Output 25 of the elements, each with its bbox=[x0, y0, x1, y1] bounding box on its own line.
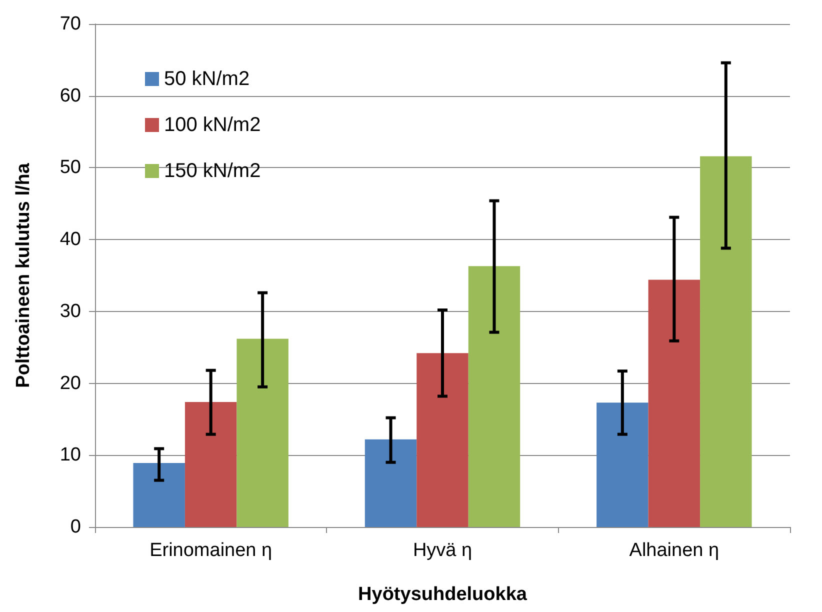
bar bbox=[648, 280, 700, 527]
x-tick-label: Hyvä η bbox=[412, 540, 472, 561]
bar bbox=[700, 156, 752, 527]
y-tick-label: 0 bbox=[70, 516, 81, 538]
y-tick-label: 40 bbox=[60, 229, 81, 250]
y-tick-label: 50 bbox=[60, 157, 81, 178]
bar bbox=[416, 353, 468, 527]
x-axis-title: Hyötysuhdeluokka bbox=[358, 584, 528, 605]
bar bbox=[468, 266, 520, 527]
bar bbox=[596, 402, 648, 527]
y-tick-label: 70 bbox=[60, 14, 81, 34]
x-tick-label: Erinomainen η bbox=[150, 540, 272, 561]
legend-label: 100 kN/m2 bbox=[164, 114, 261, 136]
y-tick-label: 10 bbox=[60, 444, 81, 466]
y-tick-label: 20 bbox=[60, 372, 81, 394]
legend-label: 50 kN/m2 bbox=[164, 68, 250, 90]
y-axis-title: Polttoaineen kulutus l/ha bbox=[13, 162, 34, 388]
legend-label: 150 kN/m2 bbox=[164, 160, 261, 182]
bar bbox=[236, 338, 288, 527]
bar bbox=[364, 439, 417, 527]
x-tick-label: Alhainen η bbox=[629, 540, 720, 561]
bar bbox=[184, 402, 237, 527]
y-tick-label: 30 bbox=[60, 300, 81, 322]
y-tick-label: 60 bbox=[60, 85, 81, 106]
bar bbox=[133, 463, 185, 527]
